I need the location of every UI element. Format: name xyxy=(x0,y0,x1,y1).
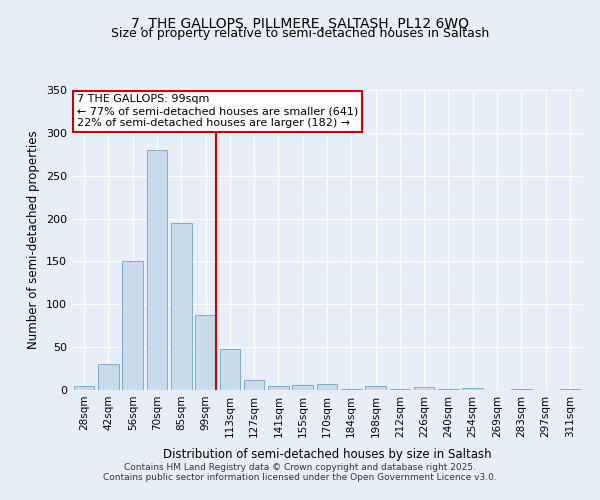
Bar xyxy=(146,150,167,390)
Bar xyxy=(220,349,240,390)
Bar xyxy=(341,389,362,390)
Bar xyxy=(74,386,94,390)
Text: Size of property relative to semi-detached houses in Saltash: Size of property relative to semi-detach… xyxy=(111,28,489,40)
Bar xyxy=(511,389,532,390)
Y-axis label: Number of semi-detached properties: Number of semi-detached properties xyxy=(28,130,40,350)
Bar xyxy=(195,314,216,390)
Text: Contains HM Land Registry data © Crown copyright and database right 2025.
Contai: Contains HM Land Registry data © Crown c… xyxy=(103,463,497,482)
Bar xyxy=(438,389,459,390)
X-axis label: Distribution of semi-detached houses by size in Saltash: Distribution of semi-detached houses by … xyxy=(163,448,491,461)
Text: 7 THE GALLOPS: 99sqm
← 77% of semi-detached houses are smaller (641)
22% of semi: 7 THE GALLOPS: 99sqm ← 77% of semi-detac… xyxy=(77,94,358,128)
Bar xyxy=(463,388,483,390)
Bar xyxy=(317,384,337,390)
Bar xyxy=(560,389,580,390)
Bar xyxy=(292,385,313,390)
Bar xyxy=(122,262,143,390)
Bar xyxy=(98,364,119,390)
Bar xyxy=(414,386,434,390)
Text: 7, THE GALLOPS, PILLMERE, SALTASH, PL12 6WQ: 7, THE GALLOPS, PILLMERE, SALTASH, PL12 … xyxy=(131,18,469,32)
Bar xyxy=(268,386,289,390)
Bar xyxy=(244,380,265,390)
Bar xyxy=(389,389,410,390)
Bar xyxy=(365,386,386,390)
Bar xyxy=(171,223,191,390)
